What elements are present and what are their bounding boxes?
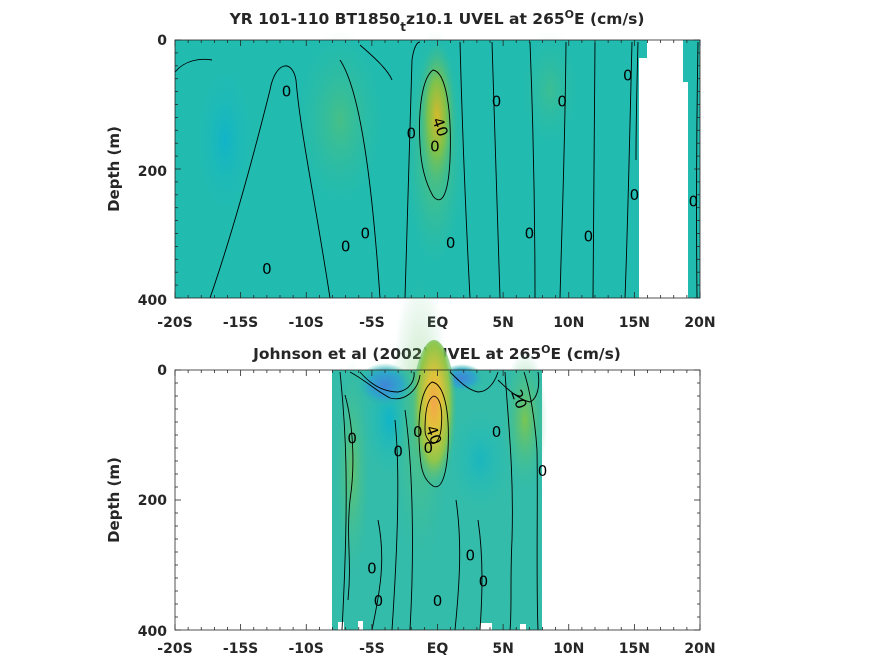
contour-label: 0 xyxy=(466,546,476,564)
panel-top-y-axis-label: Depth (m) xyxy=(105,126,123,212)
contour-label: 0 xyxy=(479,572,489,590)
contour-label: 0 xyxy=(689,192,699,210)
panel-top: YR 101-110 BT1850tz10.1 UVEL at 265OE (c… xyxy=(105,8,716,332)
x-tick-label: 5N xyxy=(492,641,513,656)
y-tick-label: 200 xyxy=(138,164,167,180)
contour-label: 0 xyxy=(557,92,567,110)
contour-label: 40 xyxy=(428,115,451,139)
y-tick-label: 200 xyxy=(138,493,167,509)
contour-label: 0 xyxy=(413,423,423,441)
y-tick-label: 400 xyxy=(138,624,167,640)
panel-top-whitespace xyxy=(639,58,683,298)
contour-label: 0 xyxy=(367,559,377,577)
contour-label: 0 xyxy=(433,592,443,610)
contour-label: 0 xyxy=(262,260,272,278)
x-tick-label: 15N xyxy=(619,315,650,331)
y-tick-label: 0 xyxy=(157,33,167,49)
panel-bottom-y-tick-labels: 0 200 400 xyxy=(138,363,167,640)
x-tick-label: 5N xyxy=(492,315,513,331)
x-tick-label: 20N xyxy=(684,641,715,656)
x-tick-label: 10N xyxy=(553,641,584,656)
contour-label: 20 xyxy=(507,387,530,411)
x-tick-label: -5S xyxy=(359,315,385,331)
contour-label: 0 xyxy=(374,592,384,610)
x-tick-label: 10N xyxy=(553,315,584,331)
contour-label: 0 xyxy=(424,439,434,457)
contour-label: 0 xyxy=(361,225,371,243)
contour-label: 0 xyxy=(584,228,594,246)
x-tick-label: -20S xyxy=(157,315,192,331)
contour-label: 0 xyxy=(492,423,502,441)
x-tick-label: 20N xyxy=(684,315,715,331)
x-tick-label: -20S xyxy=(157,641,192,656)
contour-label: 0 xyxy=(341,237,351,255)
panel-top-ticks xyxy=(174,39,701,299)
contour-label: 0 xyxy=(538,462,548,480)
x-tick-label: EQ xyxy=(427,641,449,656)
contour-label: 0 xyxy=(282,83,292,101)
x-tick-label: -10S xyxy=(289,315,324,331)
panel-top-y-tick-labels: 0 200 400 xyxy=(138,33,167,309)
x-tick-label: -10S xyxy=(289,641,324,656)
x-tick-label: -5S xyxy=(359,641,385,656)
contour-label: 40 xyxy=(422,423,445,447)
y-tick-label: 400 xyxy=(138,293,167,309)
panel-bottom-contours xyxy=(339,371,540,631)
contour-label: 0 xyxy=(492,92,502,110)
panel-top-field xyxy=(175,30,700,298)
panel-top-title: YR 101-110 BT1850tz10.1 UVEL at 265OE (c… xyxy=(229,8,645,35)
contour-label: 0 xyxy=(525,225,535,243)
panel-bottom-y-axis-label: Depth (m) xyxy=(105,457,123,543)
x-tick-label: -15S xyxy=(223,641,258,656)
x-tick-label: -15S xyxy=(223,315,258,331)
panel-top-x-tick-labels: -20S -15S -10S -5S EQ 5N 10N 15N 20N xyxy=(157,315,715,331)
contour-label: 0 xyxy=(347,429,357,447)
contour-label: 0 xyxy=(430,137,440,155)
contour-label: 0 xyxy=(446,234,456,252)
contour-label: 0 xyxy=(393,442,403,460)
panel-bottom-ticks xyxy=(174,369,701,631)
x-tick-label: 15N xyxy=(619,641,650,656)
y-tick-label: 0 xyxy=(157,363,167,379)
contour-label: 0 xyxy=(406,125,416,143)
panel-bottom: Johnson et al (2002) UVEL at 265OE (cm/s… xyxy=(105,270,716,656)
panel-bottom-x-tick-labels: -20S -15S -10S -5S EQ 5N 10N 15N 20N xyxy=(157,641,715,656)
contour-label: 0 xyxy=(630,186,640,204)
contour-label: 0 xyxy=(623,66,633,84)
